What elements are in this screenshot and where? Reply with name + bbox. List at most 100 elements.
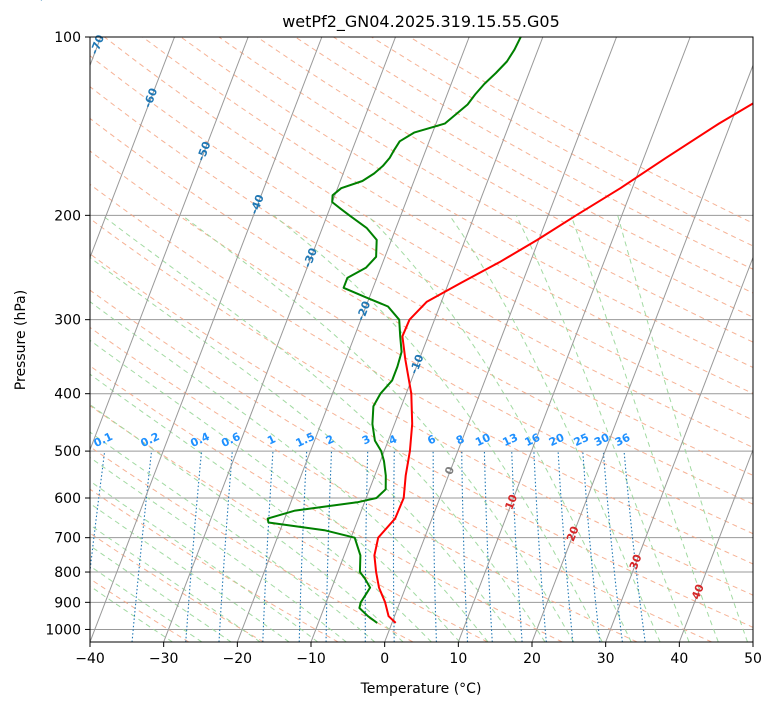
moist-adiabat-line xyxy=(273,214,603,642)
moist-adiabat-line xyxy=(515,215,690,642)
moist-adiabat-line xyxy=(90,502,290,642)
y-tick-label: 600 xyxy=(54,491,81,507)
y-tick-label: 400 xyxy=(54,387,81,403)
isotherm-label: -50 xyxy=(194,139,213,163)
dry-adiabat-line xyxy=(90,405,488,642)
temperature-label: 0 xyxy=(442,464,457,476)
background-lines xyxy=(90,37,753,642)
mixing-ratio-line xyxy=(262,451,274,642)
mixing-ratio-label: 16 xyxy=(523,431,543,449)
temperature-label: 20 xyxy=(564,524,582,543)
dry-adiabat-line xyxy=(90,532,264,642)
mixing-ratio-line xyxy=(131,451,153,642)
mixing-ratio-line xyxy=(432,451,437,642)
dry-adiabat-line xyxy=(90,326,638,642)
dry-adiabat-line xyxy=(90,289,712,642)
moist-adiabat-line xyxy=(101,214,546,642)
mixing-ratio-label: 6 xyxy=(425,432,438,447)
temperature-label: 30 xyxy=(627,552,645,571)
temperature-label: 40 xyxy=(689,582,707,601)
data-series xyxy=(266,37,753,624)
mixing-ratio-line xyxy=(185,451,203,642)
x-tick-label: −30 xyxy=(149,651,179,667)
x-tick-label: 20 xyxy=(523,651,541,667)
moist-adiabat-line xyxy=(617,215,748,642)
x-tick-label: −10 xyxy=(296,651,326,667)
mixing-ratio-label: 25 xyxy=(572,431,591,449)
mixing-ratio-label: 10 xyxy=(473,431,493,449)
dry-adiabat-line xyxy=(90,55,753,448)
moist-adiabat-line xyxy=(90,404,404,642)
dry-adiabat-line xyxy=(90,365,563,642)
mixing-ratio-line xyxy=(461,451,469,642)
isotherm-line xyxy=(236,37,470,642)
mixing-ratio-line xyxy=(533,451,547,642)
isotherm-line xyxy=(310,37,544,642)
dry-adiabat-line xyxy=(180,37,753,369)
dry-adiabat-line xyxy=(256,37,753,318)
moist-adiabat-line xyxy=(90,431,376,642)
mixing-ratio-line xyxy=(298,451,308,642)
y-tick-label: 700 xyxy=(54,531,81,547)
x-tick-label: 10 xyxy=(449,651,467,667)
dry-adiabat-line xyxy=(90,150,753,535)
mixing-ratio-label: 0.6 xyxy=(219,430,242,450)
x-axis-title: Temperature (°C) xyxy=(360,681,482,697)
chart-title: wetPf2_GN04.2025.319.15.55.G05 xyxy=(282,12,560,32)
mixing-ratio-label: 0.4 xyxy=(188,430,211,450)
mixing-ratio-line xyxy=(90,451,106,575)
x-tick-label: −40 xyxy=(75,651,105,667)
mixing-ratio-label: 36 xyxy=(613,431,633,449)
moist-adiabat-line xyxy=(181,214,575,642)
mixing-ratio-label: 20 xyxy=(547,431,567,449)
moist-adiabat-line xyxy=(367,214,632,642)
isotherm-label: -40 xyxy=(248,192,267,216)
plot-frame xyxy=(89,36,754,643)
isotherm-label: -70 xyxy=(88,33,107,57)
y-tick-label: 900 xyxy=(54,595,81,611)
x-tick-label: 30 xyxy=(597,651,615,667)
dry-adiabat-line xyxy=(218,37,753,343)
moist-adiabat-line xyxy=(90,524,261,642)
mixing-ratio-label: 0.2 xyxy=(138,430,161,450)
mixing-ratio-line xyxy=(557,451,574,642)
isotherm-line xyxy=(678,448,753,642)
isotherm-label: -20 xyxy=(354,299,373,323)
isotherm-line xyxy=(90,37,323,642)
mixing-ratio-line xyxy=(511,451,523,642)
y-tick-label: 100 xyxy=(54,30,81,46)
y-tick-label: 500 xyxy=(54,444,81,460)
moist-adiabat-line xyxy=(90,456,347,642)
isotherm-line xyxy=(752,640,753,642)
mixing-ratio-label: 13 xyxy=(501,431,520,449)
mixing-ratio-label: 30 xyxy=(592,431,612,449)
isotherm-label: -10 xyxy=(407,352,426,376)
moist-adiabat-line xyxy=(449,215,661,642)
y-tick-label: 300 xyxy=(54,313,81,329)
dry-adiabat-line xyxy=(142,37,753,395)
x-tick-label: 40 xyxy=(670,651,688,667)
moist-adiabat-line xyxy=(90,339,461,642)
x-tick-label: −20 xyxy=(223,651,253,667)
mixing-ratio-label: 1.5 xyxy=(294,430,317,450)
moist-adiabat-line xyxy=(90,256,517,642)
mixing-ratio-line xyxy=(218,451,233,642)
x-axis: −40 −30 −20 −10 0 10 20 30 40 50 xyxy=(75,642,762,667)
mixing-ratio-line xyxy=(483,451,493,642)
moist-adiabat-line xyxy=(90,545,232,642)
isotherm-label: -30 xyxy=(301,246,320,270)
dry-adiabat-line xyxy=(104,37,753,421)
dry-adiabat-line xyxy=(90,253,753,628)
mixing-ratio-line xyxy=(392,451,395,642)
isotherm-line xyxy=(457,37,691,642)
temperature-label: 10 xyxy=(503,492,521,511)
isotherm-line xyxy=(384,37,617,642)
mixing-ratio-label: 3 xyxy=(360,432,372,447)
mixing-ratio-line xyxy=(364,451,369,642)
isotherm-label: -80 xyxy=(34,0,53,3)
y-tick-label: 1000 xyxy=(45,622,81,638)
isotherm-line xyxy=(90,37,249,452)
dry-adiabat-line xyxy=(294,37,753,294)
x-tick-label: 50 xyxy=(744,651,762,667)
